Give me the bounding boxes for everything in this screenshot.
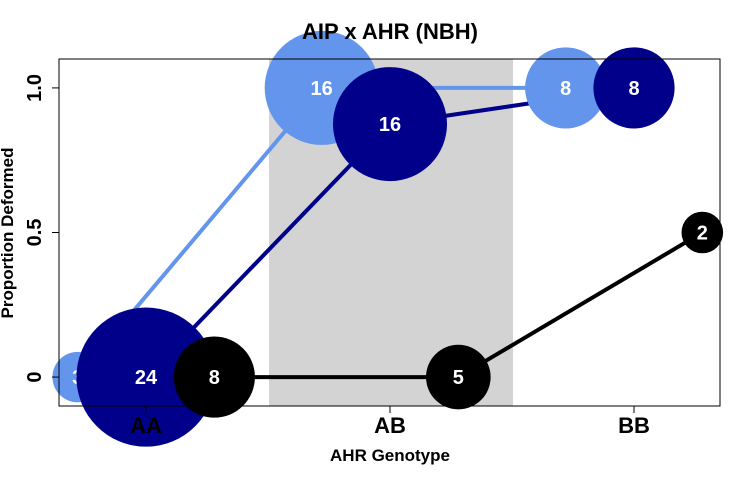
- data-point: 5: [426, 344, 491, 410]
- data-point-count-label: 8: [209, 367, 220, 389]
- data-point-count-label: 8: [560, 78, 571, 100]
- data-point-bubble: [76, 307, 216, 447]
- data-point: 8: [173, 336, 255, 418]
- y-tick-label: 0.5: [24, 219, 46, 247]
- series-layer: 316824168852: [52, 30, 724, 447]
- x-axis-title: AHR Genotype: [330, 446, 450, 465]
- data-point-bubble: [593, 47, 675, 129]
- y-axis: 0 0.5 1.0: [24, 74, 59, 383]
- data-point-bubble: [173, 336, 255, 418]
- data-point-count-label: 8: [628, 78, 639, 100]
- data-point-count-label: 5: [453, 367, 464, 389]
- data-point: 2: [681, 211, 724, 254]
- y-tick-label: 0: [24, 372, 46, 383]
- data-point-bubble: [525, 47, 607, 129]
- data-point-bubble: [333, 67, 447, 182]
- data-point-count-label: 16: [379, 114, 401, 136]
- chart-title: AIP x AHR (NBH): [302, 19, 478, 44]
- data-point: 24: [76, 307, 216, 447]
- data-point: 16: [333, 67, 447, 182]
- data-point-count-label: 24: [135, 367, 158, 389]
- x-axis: AA AB BB: [130, 406, 650, 438]
- x-tick-label: AA: [130, 413, 162, 438]
- y-tick-label: 1.0: [24, 74, 46, 102]
- data-point: 8: [525, 47, 607, 129]
- y-axis-title: Proportion Deformed: [0, 148, 17, 319]
- x-tick-label: BB: [618, 413, 650, 438]
- data-point-bubble: [681, 211, 724, 254]
- data-point-count-label: 2: [697, 223, 708, 245]
- data-point-count-label: 16: [311, 78, 333, 100]
- data-point: 8: [593, 47, 675, 129]
- x-tick-label: AB: [374, 413, 406, 438]
- series-bubbles: 316824168852: [52, 30, 724, 447]
- data-point-bubble: [426, 344, 491, 410]
